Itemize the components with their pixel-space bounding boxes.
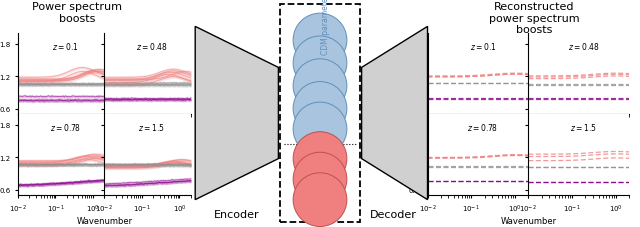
- Ellipse shape: [293, 14, 347, 68]
- Text: $z = 0.78$: $z = 0.78$: [50, 122, 81, 133]
- Ellipse shape: [293, 153, 347, 206]
- Text: $z = 1.5$: $z = 1.5$: [570, 122, 597, 133]
- Text: CDM parameters: CDM parameters: [321, 0, 330, 55]
- Ellipse shape: [293, 173, 347, 227]
- Ellipse shape: [293, 132, 347, 186]
- Polygon shape: [195, 27, 278, 200]
- Text: Wavenumber: Wavenumber: [76, 216, 132, 225]
- Text: Decoder: Decoder: [370, 209, 417, 219]
- Text: $z = 0.1$: $z = 0.1$: [52, 41, 79, 52]
- Ellipse shape: [293, 82, 347, 136]
- Ellipse shape: [293, 37, 347, 90]
- Text: Latent
space: Latent space: [304, 197, 336, 219]
- Text: $z = 0.78$: $z = 0.78$: [467, 122, 499, 133]
- Polygon shape: [362, 27, 428, 200]
- Text: Power spectrum
boosts: Power spectrum boosts: [32, 2, 122, 24]
- Text: $z = 1.5$: $z = 1.5$: [138, 122, 165, 133]
- Ellipse shape: [293, 59, 347, 113]
- Text: Wavenumber: Wavenumber: [500, 216, 556, 225]
- Ellipse shape: [293, 103, 347, 156]
- Text: Encoder: Encoder: [214, 209, 260, 219]
- Text: $z = 0.48$: $z = 0.48$: [136, 41, 168, 52]
- Text: $z = 0.48$: $z = 0.48$: [568, 41, 600, 52]
- Text: $z = 0.1$: $z = 0.1$: [470, 41, 497, 52]
- Text: Reconstructed
power spectrum
boosts: Reconstructed power spectrum boosts: [489, 2, 580, 35]
